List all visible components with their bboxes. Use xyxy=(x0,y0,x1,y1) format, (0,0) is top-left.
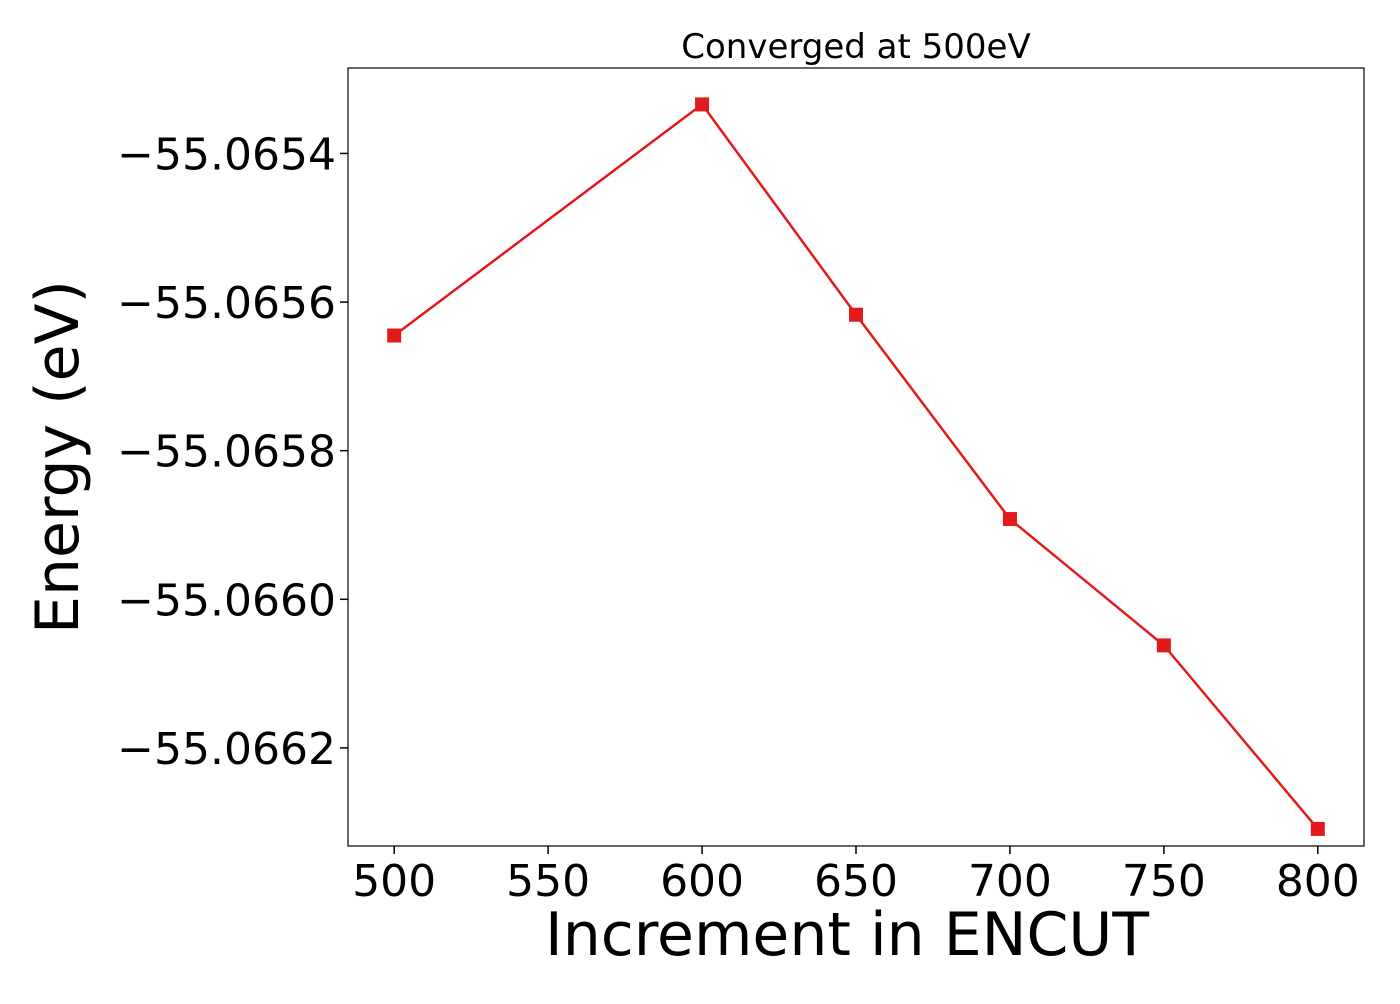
series-layer xyxy=(387,97,1325,836)
x-tick-label: 700 xyxy=(968,856,1052,907)
plot-frame xyxy=(347,67,1365,847)
x-tick-label: 600 xyxy=(660,856,744,907)
x-tick-label: 800 xyxy=(1276,856,1360,907)
data-point xyxy=(849,307,863,322)
data-point xyxy=(387,328,402,343)
y-tick-label: −55.0662 xyxy=(117,724,336,775)
y-tick-label: −55.0658 xyxy=(117,427,336,478)
x-axis: 500 550 600 650 700 750 800 xyxy=(352,846,1360,907)
data-point xyxy=(695,97,710,112)
y-axis-label: Energy (eV) xyxy=(23,280,93,634)
y-tick-label: −55.0656 xyxy=(117,278,336,329)
x-tick-label: 550 xyxy=(506,856,590,907)
chart-title: Converged at 500eV xyxy=(681,27,1030,67)
series-line xyxy=(392,103,1320,831)
y-tick-label: −55.0660 xyxy=(117,575,336,626)
data-point xyxy=(1310,821,1325,836)
x-tick-label: 750 xyxy=(1122,856,1206,907)
x-tick-label: 500 xyxy=(352,856,436,907)
x-axis-label: Increment in ENCUT xyxy=(545,900,1149,970)
data-point xyxy=(1156,638,1171,653)
x-tick-label: 650 xyxy=(814,856,898,907)
y-tick-label: −55.0654 xyxy=(117,129,336,180)
y-axis: −55.0654 −55.0656 −55.0658 −55.0660 −55.0662 xyxy=(117,129,348,775)
data-point xyxy=(1002,512,1017,527)
